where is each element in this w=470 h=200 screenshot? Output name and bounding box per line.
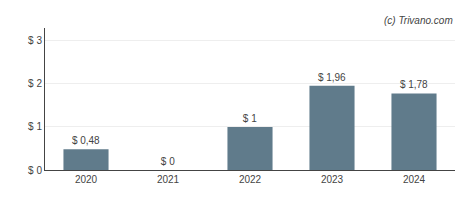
- svg-text:$ 1,78: $ 1,78: [400, 79, 428, 90]
- svg-text:2022: 2022: [239, 174, 262, 185]
- svg-text:2023: 2023: [321, 174, 344, 185]
- svg-text:$ 0,48: $ 0,48: [72, 135, 100, 146]
- svg-text:$ 0: $ 0: [28, 165, 42, 176]
- svg-text:2024: 2024: [403, 174, 426, 185]
- svg-text:2021: 2021: [157, 174, 180, 185]
- svg-text:$ 0: $ 0: [161, 156, 175, 167]
- svg-text:$ 2: $ 2: [28, 78, 42, 89]
- svg-text:$ 1: $ 1: [243, 113, 257, 124]
- svg-text:2020: 2020: [75, 174, 98, 185]
- svg-text:$ 3: $ 3: [28, 35, 42, 46]
- svg-text:(c) Trivano.com: (c) Trivano.com: [384, 15, 453, 26]
- svg-text:$ 1: $ 1: [28, 121, 42, 132]
- svg-text:$ 1,96: $ 1,96: [318, 72, 346, 83]
